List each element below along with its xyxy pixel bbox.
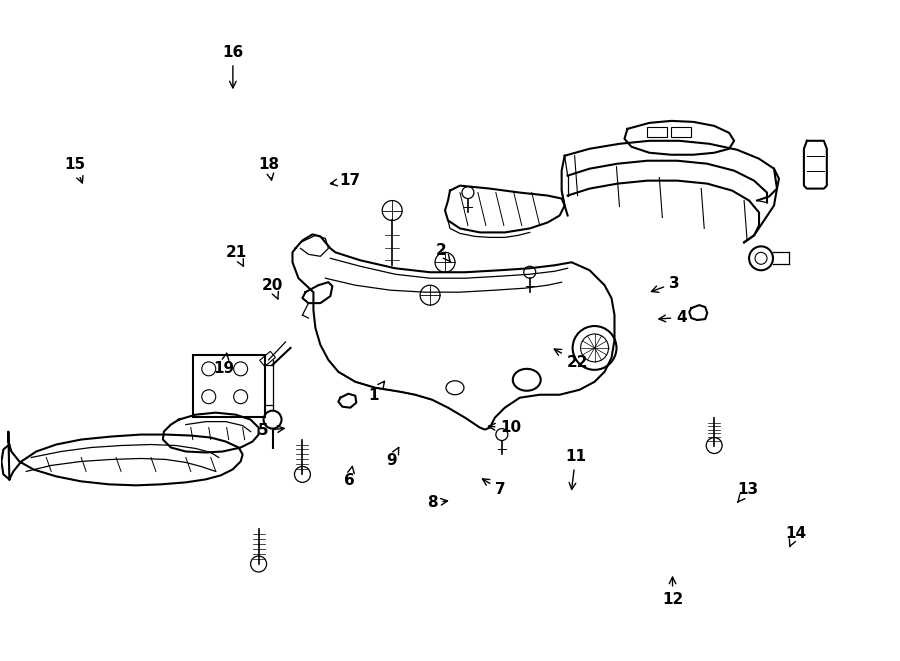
Text: 12: 12 bbox=[662, 577, 683, 607]
Text: 10: 10 bbox=[489, 420, 522, 436]
Text: 19: 19 bbox=[213, 353, 235, 376]
Text: 22: 22 bbox=[554, 349, 589, 369]
Text: 16: 16 bbox=[222, 45, 244, 88]
Text: 4: 4 bbox=[659, 310, 687, 325]
Bar bbox=[193, 355, 265, 416]
Text: 9: 9 bbox=[386, 447, 399, 469]
Text: 1: 1 bbox=[368, 381, 384, 403]
Bar bbox=[671, 127, 691, 137]
Text: 11: 11 bbox=[565, 449, 586, 489]
Text: 18: 18 bbox=[258, 157, 279, 180]
Text: 6: 6 bbox=[344, 467, 355, 488]
Text: 3: 3 bbox=[652, 276, 680, 292]
Text: 21: 21 bbox=[226, 245, 248, 266]
Text: 8: 8 bbox=[427, 496, 447, 510]
Bar bbox=[647, 127, 667, 137]
Text: 7: 7 bbox=[482, 479, 506, 497]
Text: 13: 13 bbox=[737, 483, 759, 502]
Text: 5: 5 bbox=[258, 423, 284, 438]
Text: 2: 2 bbox=[436, 243, 451, 262]
Text: 14: 14 bbox=[785, 525, 806, 547]
Bar bbox=[260, 352, 275, 366]
Text: 17: 17 bbox=[330, 173, 360, 188]
Text: 15: 15 bbox=[65, 157, 86, 183]
Text: 20: 20 bbox=[262, 278, 283, 299]
